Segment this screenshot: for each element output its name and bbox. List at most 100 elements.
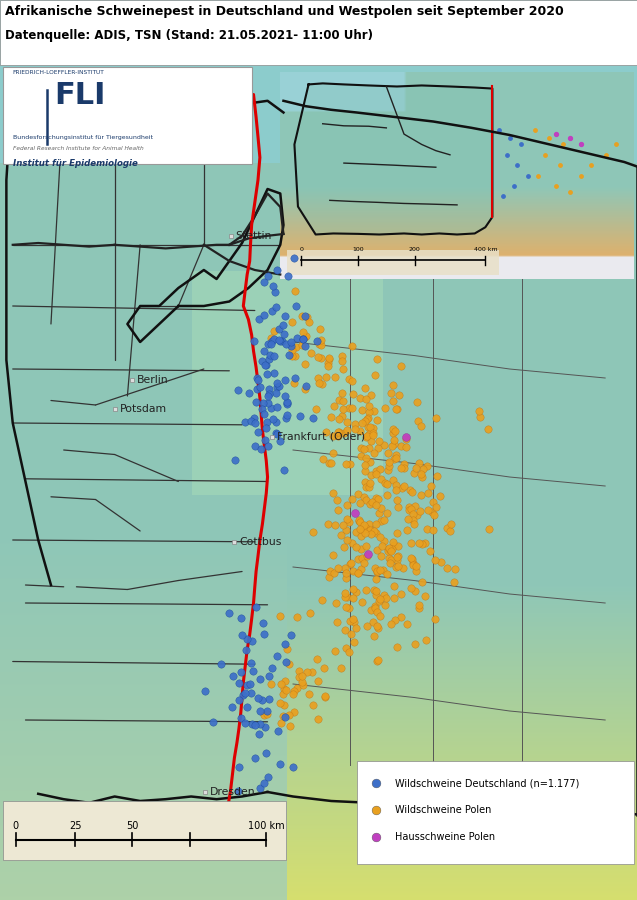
Point: [252, 382, 262, 397]
Point: [442, 561, 452, 575]
Point: [364, 441, 375, 455]
Point: [255, 717, 265, 732]
Point: [406, 485, 417, 500]
Point: [475, 410, 485, 424]
Point: [399, 461, 410, 475]
Point: [399, 479, 409, 493]
Point: [428, 495, 438, 509]
Point: [252, 371, 262, 385]
Point: [413, 414, 424, 428]
Point: [431, 410, 441, 425]
Text: Afrikanische Schweinepest in Deutschland und Westpolen seit September 2020: Afrikanische Schweinepest in Deutschland…: [5, 5, 564, 18]
Point: [260, 358, 270, 373]
Point: [326, 455, 336, 470]
Point: [393, 539, 403, 554]
Point: [284, 708, 294, 723]
Point: [315, 333, 326, 347]
Point: [390, 424, 400, 438]
Point: [414, 536, 424, 551]
Point: [313, 376, 324, 391]
Point: [370, 599, 380, 614]
Point: [245, 677, 255, 691]
Point: [360, 413, 370, 428]
Point: [350, 620, 361, 634]
Point: [350, 422, 360, 436]
Point: [371, 467, 382, 482]
Point: [255, 704, 265, 718]
Point: [427, 505, 438, 519]
Point: [264, 351, 274, 365]
Point: [266, 400, 276, 415]
Point: [391, 451, 401, 465]
Point: [296, 338, 306, 353]
Point: [269, 348, 279, 363]
Point: [324, 350, 334, 365]
Point: [298, 325, 308, 339]
Point: [321, 425, 331, 439]
Point: [416, 488, 426, 502]
Point: [281, 655, 291, 670]
Point: [279, 463, 289, 477]
Point: [364, 480, 374, 494]
Point: [332, 493, 342, 508]
Point: [369, 404, 380, 419]
Point: [371, 776, 381, 790]
Point: [373, 594, 383, 608]
Point: [268, 411, 278, 426]
Point: [417, 536, 427, 551]
Point: [391, 401, 401, 416]
Point: [342, 512, 352, 526]
Point: [266, 337, 276, 351]
Point: [412, 395, 422, 410]
Point: [208, 716, 218, 730]
Point: [422, 522, 433, 536]
Point: [291, 339, 301, 354]
Point: [233, 382, 243, 397]
Point: [324, 456, 334, 471]
Point: [390, 613, 400, 627]
Point: [376, 514, 386, 528]
Point: [240, 686, 250, 700]
Point: [261, 420, 271, 435]
Point: [359, 556, 369, 571]
Point: [379, 513, 389, 527]
Point: [359, 490, 369, 504]
Point: [348, 387, 358, 401]
Point: [364, 399, 374, 413]
Point: [315, 322, 326, 337]
Point: [340, 540, 350, 554]
Point: [382, 477, 392, 491]
Point: [266, 661, 276, 675]
Point: [429, 508, 440, 522]
Point: [383, 544, 393, 558]
Point: [328, 429, 338, 444]
Point: [238, 688, 248, 703]
Point: [236, 664, 246, 679]
Point: [355, 424, 365, 438]
Point: [320, 689, 330, 704]
Bar: [3, 67, 252, 164]
Point: [338, 362, 348, 376]
Point: [259, 344, 269, 358]
Point: [262, 415, 272, 429]
Point: [301, 382, 311, 396]
Point: [357, 403, 367, 418]
Text: Wildschweine Polen: Wildschweine Polen: [395, 805, 491, 815]
Point: [394, 388, 404, 402]
Point: [240, 415, 250, 429]
Point: [250, 439, 260, 454]
Point: [406, 581, 416, 596]
Point: [271, 426, 281, 440]
Point: [410, 465, 420, 480]
Point: [341, 422, 352, 436]
Point: [304, 687, 315, 701]
Point: [282, 642, 292, 656]
Point: [347, 491, 357, 506]
Point: [365, 522, 375, 536]
Point: [292, 331, 303, 346]
Point: [378, 562, 389, 577]
Point: [399, 456, 409, 471]
Point: [411, 563, 421, 578]
Point: [371, 803, 381, 817]
Point: [275, 757, 285, 771]
